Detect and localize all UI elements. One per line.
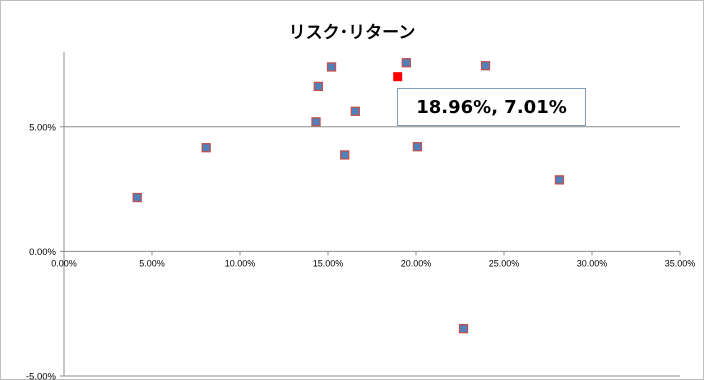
y-tick-label: -5.00% [26, 372, 57, 380]
x-tick-label: 0.00% [51, 258, 77, 268]
data-point [458, 323, 469, 334]
data-point [132, 192, 142, 203]
grid-lines [64, 126, 680, 377]
data-points [132, 58, 565, 334]
x-tick-label: 30.00% [577, 258, 608, 268]
data-point [350, 106, 360, 116]
chart-title: リスク･リターン [288, 23, 416, 43]
data-point [201, 143, 211, 153]
data-point [401, 58, 411, 68]
data-point [326, 62, 337, 72]
data-point [554, 175, 565, 185]
data-point [313, 81, 323, 92]
data-point [311, 117, 321, 127]
x-tick-label: 25.00% [489, 258, 520, 268]
data-point [412, 142, 423, 152]
data-label-callout: 18.96%, 7.01% [397, 88, 586, 126]
x-tick-label: 20.00% [401, 258, 432, 268]
data-point [340, 150, 350, 160]
x-tick-label: 10.00% [225, 258, 256, 268]
y-tick-label: 0.00% [29, 247, 56, 258]
axes [60, 52, 681, 377]
data-point [480, 61, 491, 71]
tick-labels: 0.00% 5.00% 10.00% 15.00% 20.00% 25.00% 30.00%… [26, 122, 695, 380]
data-point [393, 72, 403, 82]
x-tick-label: 35.00% [665, 258, 696, 268]
y-tick-label: 5.00% [29, 122, 56, 133]
x-tick-label: 15.00% [313, 258, 344, 268]
x-tick-label: 5.00% [139, 258, 165, 268]
